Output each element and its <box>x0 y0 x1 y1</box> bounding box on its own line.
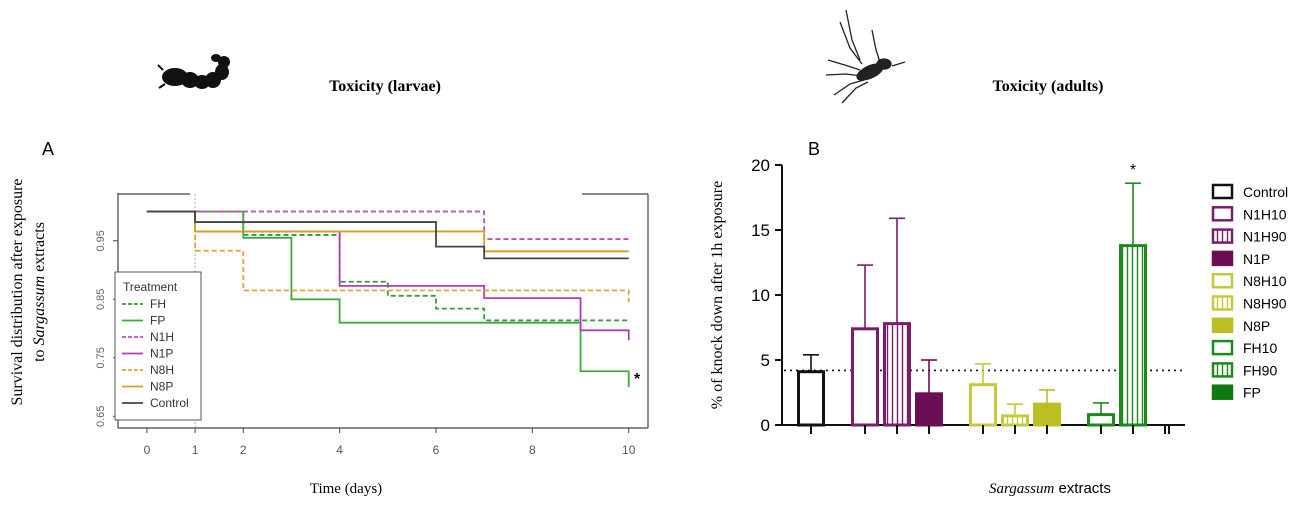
legend-b-swatch <box>1211 295 1234 311</box>
bar-n8h10 <box>969 383 997 427</box>
left-panel-title: Toxicity (larvae) <box>329 78 441 95</box>
survival-curve-control <box>146 210 629 260</box>
survival-curve-n8h <box>146 210 630 303</box>
y-tick-label-b: 15 <box>751 221 770 240</box>
legend-b-swatch <box>1211 206 1234 222</box>
bar-fh90 <box>1119 244 1147 427</box>
y-tick-label-a: 0.95 <box>95 230 107 251</box>
y-tick-label-a: 0.65 <box>95 406 107 427</box>
survival-chart: 0.65 0.75 0.85 0.95 0 1 2 4 6 8 10 Treatment FH FP… <box>95 193 649 457</box>
legend-a-entry: N8P <box>150 380 173 394</box>
y-tick-label-b: 10 <box>751 286 770 305</box>
bar-control <box>797 370 825 427</box>
y-axis-label-a-line1: Survival distribution after exposure <box>9 178 26 405</box>
x-tick-label-a: 2 <box>240 443 247 457</box>
y-tick-label-a: 0.75 <box>95 347 107 368</box>
legend-b-swatch <box>1211 384 1234 400</box>
legend-a-entry: N1H <box>150 330 174 344</box>
x-axis-label-b: Sargassum extracts <box>989 480 1111 497</box>
legend-b-entry: Control <box>1243 184 1288 200</box>
x-tick-label-a: 4 <box>336 443 343 457</box>
legend-b-swatch <box>1211 228 1234 244</box>
x-tick-label-a: 8 <box>529 443 536 457</box>
significance-star-a: * <box>634 371 641 388</box>
bar-n1p <box>915 392 943 427</box>
legend-b-entry: N8H90 <box>1243 296 1287 312</box>
bar-n8h90 <box>1001 414 1029 427</box>
x-axis-label-a: Time (days) <box>310 481 382 497</box>
legend-b-swatch <box>1211 272 1234 289</box>
y-tick-label-b: 5 <box>761 351 770 370</box>
bar-n1h90 <box>883 322 911 427</box>
y-tick-label-a: 0.85 <box>95 289 107 310</box>
survival-curve-fh <box>146 210 629 322</box>
survival-curve-n1h <box>146 210 629 240</box>
right-panel-title: Toxicity (adults) <box>993 78 1104 95</box>
x-tick-label-a: 1 <box>192 443 199 457</box>
panel-b-letter: B <box>808 139 820 159</box>
legend-a-entry: Control <box>150 396 189 410</box>
legend-a-entry: N8H <box>150 363 174 377</box>
legend-b-entry: FH90 <box>1243 362 1277 378</box>
legend-b-entry: N1H10 <box>1243 206 1287 222</box>
survival-curve-n8p <box>146 210 629 253</box>
legend-b-entry: N8H10 <box>1243 273 1287 289</box>
legend-b-entry: N8P <box>1243 318 1270 334</box>
survival-curve-fp <box>146 210 630 388</box>
y-axis-label-b: % of knock down after 1h exposure <box>709 181 726 409</box>
legend-b-entry: N1H90 <box>1243 229 1287 245</box>
bar-n8p <box>1033 402 1061 427</box>
legend-a-title: Treatment <box>123 280 178 294</box>
legend-a-entry: FP <box>150 314 165 328</box>
y-axis-label-a-line2: to Sargassum extracts <box>31 222 48 362</box>
legend-a <box>114 271 202 421</box>
legend-b-entry: FH10 <box>1243 340 1277 356</box>
legend-b-entry: FP <box>1243 385 1261 401</box>
x-tick-label-a: 10 <box>622 443 636 457</box>
x-tick-label-a: 6 <box>433 443 440 457</box>
legend-b-swatch <box>1211 183 1234 200</box>
legend-a-entry: FH <box>150 297 166 311</box>
mosquito-silhouette-icon <box>825 9 906 104</box>
x-tick-label-a: 0 <box>144 443 151 457</box>
legend-b-entry: N1P <box>1243 251 1270 267</box>
knockdown-bar-chart: 0 5 10 15 20 * Control N1H10 N1H90 N1P N8H10 N8H9… <box>751 156 1288 435</box>
bar-n1h10 <box>851 327 879 427</box>
y-tick-label-b: 20 <box>751 156 770 175</box>
legend-b-swatch <box>1211 317 1234 334</box>
larva-silhouette-icon <box>157 54 230 89</box>
panel-a-letter: A <box>42 139 54 159</box>
legend-b-swatch <box>1211 250 1234 267</box>
legend-b-swatch <box>1211 362 1234 378</box>
significance-star-b: * <box>1130 162 1136 179</box>
bar-fh10 <box>1087 413 1115 427</box>
legend-b-swatch <box>1211 339 1234 356</box>
legend-a-entry: N1P <box>150 347 173 361</box>
y-tick-label-b: 0 <box>761 416 770 435</box>
